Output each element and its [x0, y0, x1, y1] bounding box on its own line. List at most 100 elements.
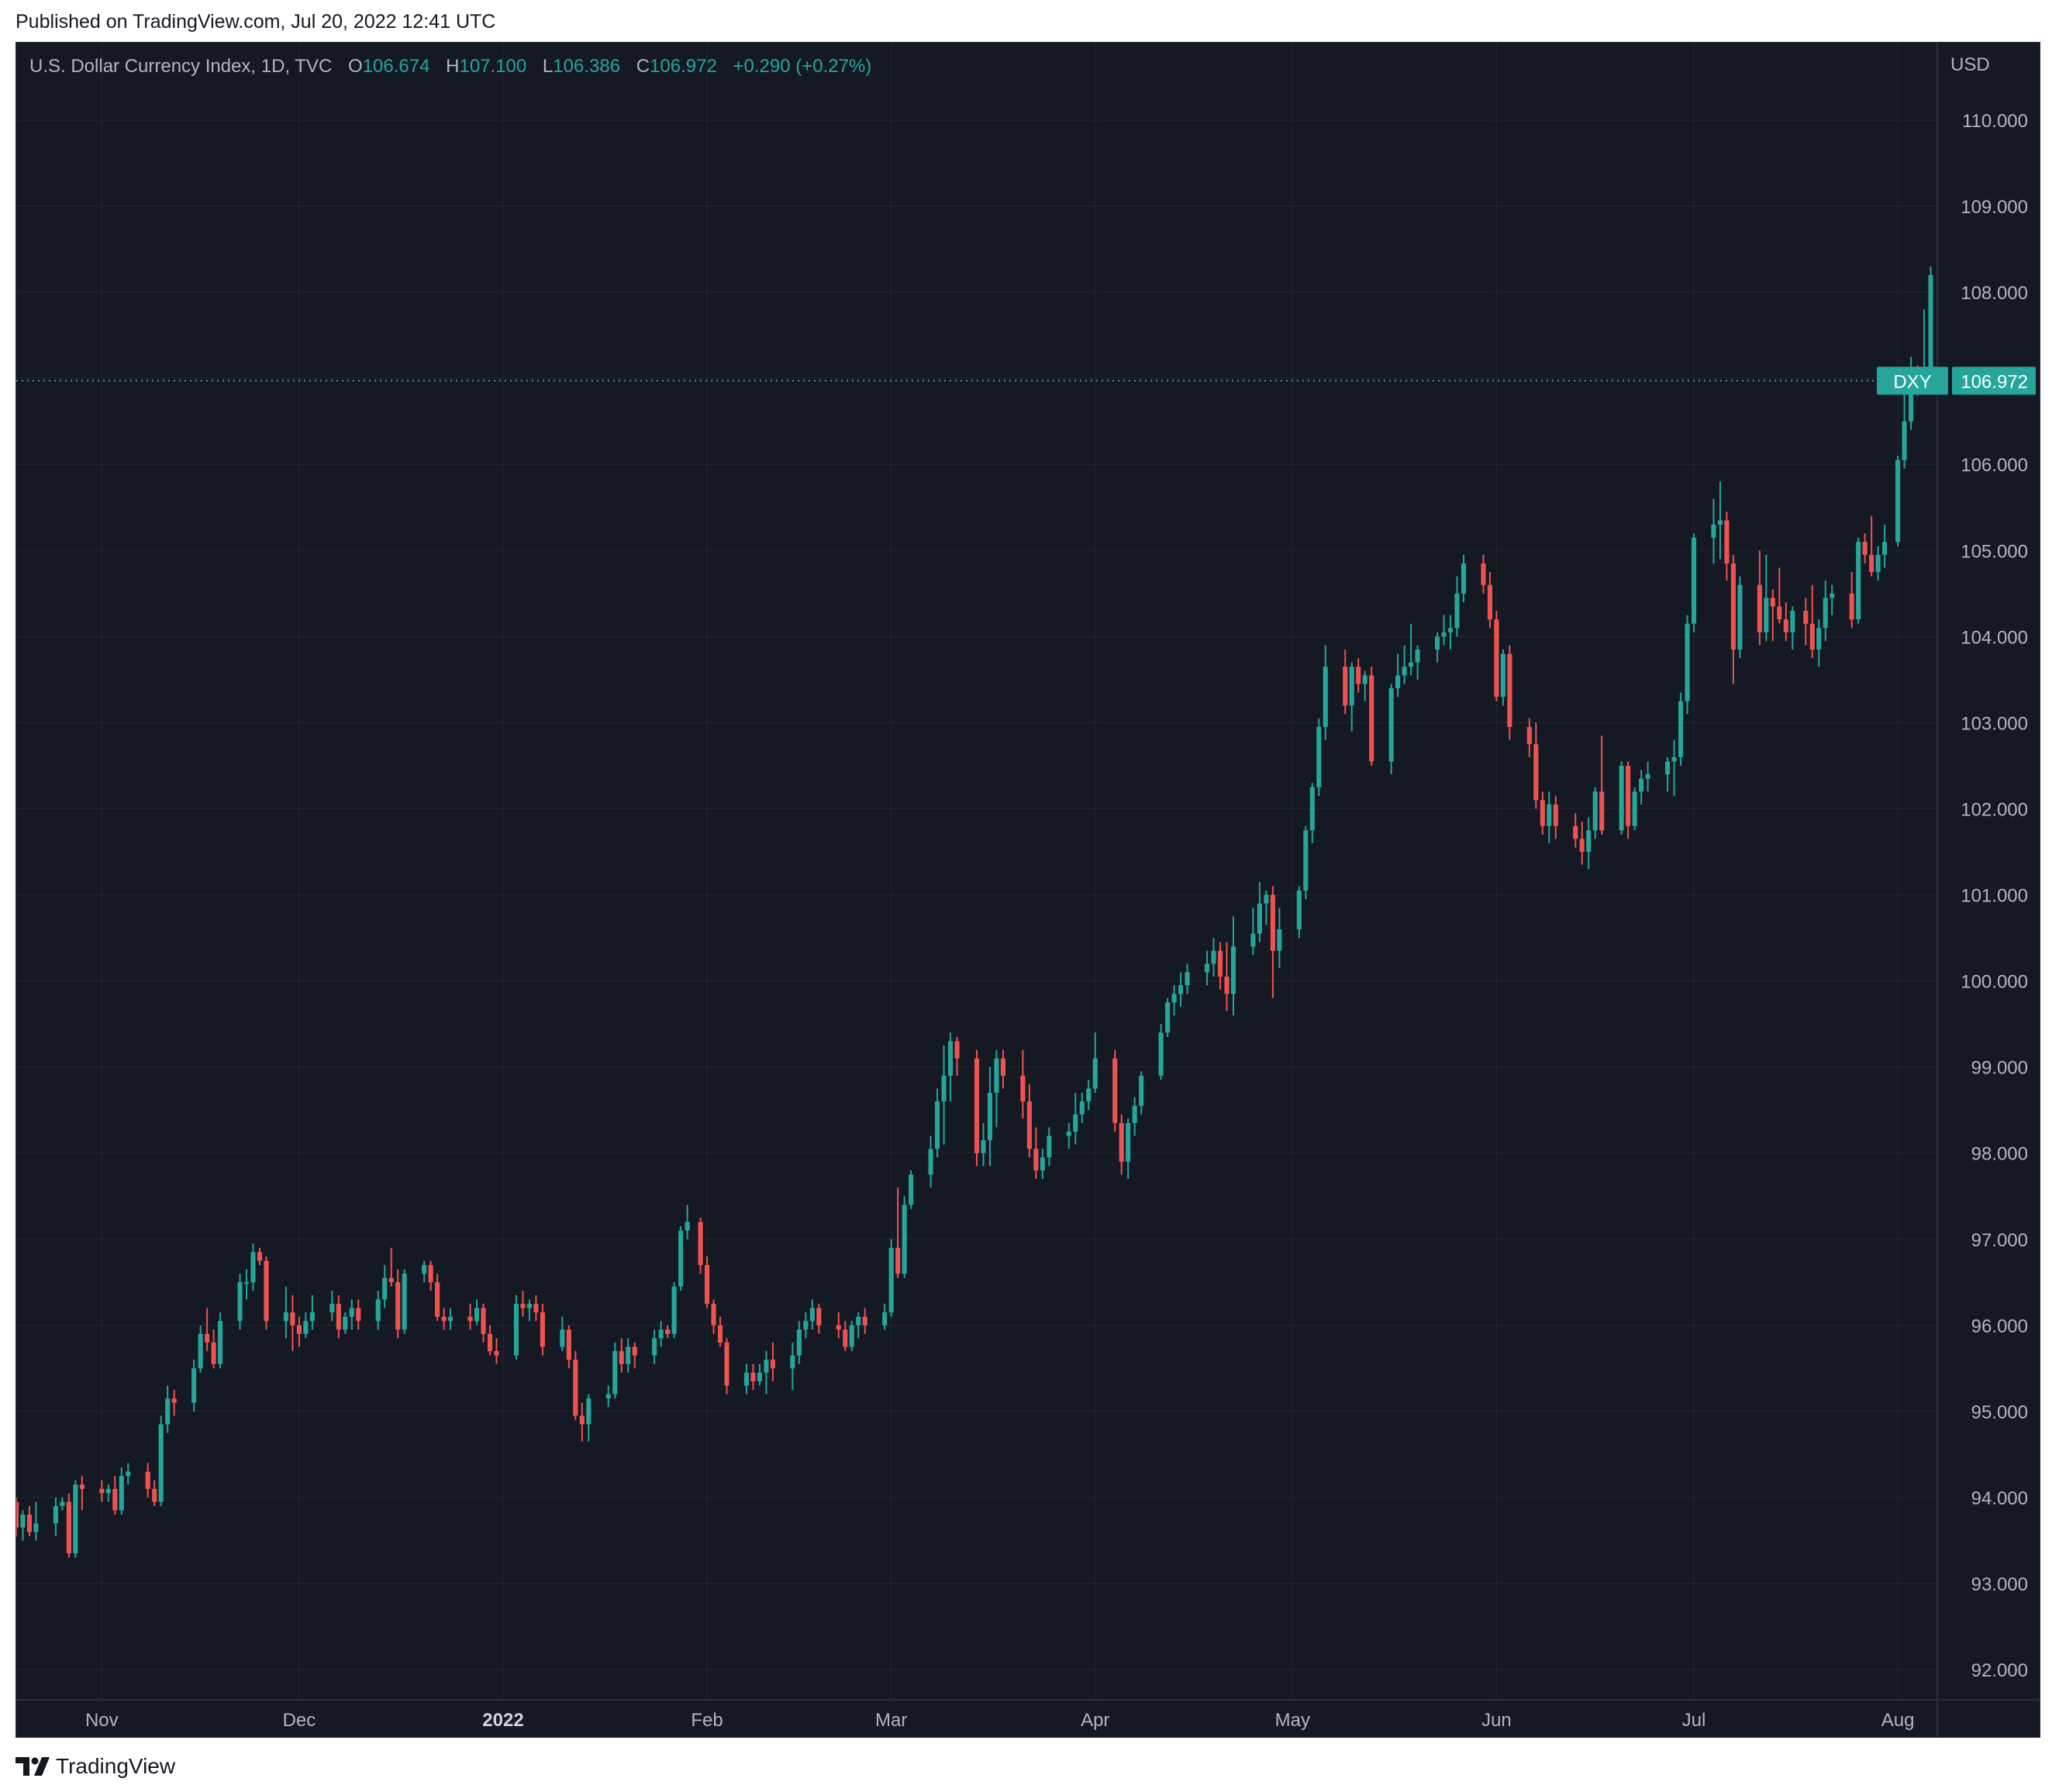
published-text: Published on TradingView.com, Jul 20, 20…: [16, 11, 496, 33]
candle-up: [1086, 1088, 1092, 1102]
candle-down: [171, 1398, 177, 1403]
candle-up: [1645, 774, 1650, 779]
candle-up: [1079, 1101, 1085, 1115]
legend-change: +0.290 (+0.27%): [733, 56, 872, 77]
candle-up: [1895, 460, 1901, 543]
candle-down: [717, 1325, 723, 1343]
candle-up: [1211, 950, 1216, 964]
candle-up: [1434, 636, 1440, 650]
candle-up: [126, 1471, 131, 1477]
candle-down: [1869, 554, 1874, 573]
candle-up: [375, 1299, 381, 1322]
candle-down: [296, 1325, 302, 1334]
candle-down: [1270, 894, 1275, 951]
candle-up: [1409, 662, 1414, 667]
candle-down: [1573, 825, 1578, 839]
candle-up: [947, 1041, 954, 1076]
candle-up: [1040, 1157, 1045, 1170]
candle-up: [382, 1277, 388, 1300]
candle-down: [632, 1346, 637, 1356]
candle-down: [336, 1304, 341, 1330]
candle-down: [1356, 667, 1361, 684]
candle-up: [1882, 542, 1888, 555]
candle-up: [105, 1488, 111, 1494]
candle-up: [1388, 688, 1394, 762]
candle-up: [1323, 667, 1328, 727]
candle-up: [1717, 520, 1723, 525]
candle-up: [402, 1273, 407, 1330]
candle-down: [665, 1329, 671, 1334]
candle-up: [1316, 726, 1322, 787]
candle-down: [540, 1312, 545, 1347]
candle-down: [1224, 977, 1230, 994]
candle-down: [205, 1333, 210, 1343]
x-tick-label: Mar: [875, 1710, 907, 1731]
candle-down: [257, 1252, 263, 1261]
x-tick-label: Nov: [85, 1710, 119, 1731]
candle-up: [250, 1252, 256, 1283]
y-tick-label: 100.000: [1961, 972, 2028, 993]
candle-up: [678, 1230, 684, 1287]
candle-up: [1547, 804, 1552, 826]
candle-up: [1639, 778, 1644, 792]
candle-up: [809, 1308, 815, 1322]
candle-down: [1033, 1149, 1039, 1170]
tradingview-logo-icon: [16, 1757, 50, 1776]
candle-up: [658, 1329, 664, 1339]
candle-up: [1158, 1032, 1164, 1076]
candle-up: [198, 1333, 203, 1369]
candle-up: [764, 1360, 769, 1373]
chart-legend: U.S. Dollar Currency Index, 1D, TVC O106…: [29, 56, 871, 78]
candles-group: [16, 266, 1933, 1558]
candle-down: [862, 1316, 867, 1325]
tradingview-brand[interactable]: TradingView: [16, 1753, 175, 1780]
candle-up: [191, 1368, 197, 1403]
candle-up: [1447, 628, 1454, 632]
candle-down: [836, 1325, 841, 1330]
x-tick-label: 2022: [482, 1710, 523, 1731]
candle-up: [1461, 563, 1467, 594]
candle-up: [1632, 791, 1637, 826]
candle-down: [395, 1282, 401, 1330]
chart-frame[interactable]: 92.000 93.000 94.000 95.000 96.000 97.000 98.0…: [16, 42, 2040, 1738]
candle-up: [856, 1316, 861, 1325]
candle-down: [974, 1058, 980, 1153]
candle-down: [1000, 1058, 1006, 1076]
y-tick-label: 96.000: [1971, 1316, 2028, 1337]
candle-up: [1711, 524, 1716, 538]
candle-up: [119, 1476, 124, 1511]
candle-up: [158, 1424, 164, 1502]
candle-down: [520, 1304, 526, 1308]
candle-up: [1441, 632, 1447, 637]
candle-up: [1178, 985, 1184, 994]
candle-up: [1790, 611, 1795, 632]
y-tick-label: 98.000: [1971, 1144, 2028, 1165]
legend-close: 106.972: [650, 56, 717, 77]
candle-up: [60, 1501, 65, 1507]
candle-up: [343, 1316, 348, 1330]
candle-down: [1369, 675, 1374, 762]
last-price-badge: DXY 106.972: [1877, 367, 2036, 395]
candle-up: [513, 1304, 519, 1356]
candle-up: [1619, 765, 1624, 831]
candle-up: [882, 1312, 888, 1325]
candle-up: [1454, 593, 1460, 629]
candle-up: [1671, 756, 1677, 762]
candle-down: [1540, 800, 1545, 826]
candle-up: [605, 1394, 611, 1399]
candlestick-chart[interactable]: 92.000 93.000 94.000 95.000 96.000 97.000 98.0…: [16, 43, 2040, 1737]
legend-open: 106.674: [362, 56, 430, 77]
candle-down: [428, 1265, 433, 1283]
candle-up: [652, 1338, 657, 1356]
candle-down: [895, 1247, 901, 1274]
x-tick-label: Jun: [1481, 1710, 1512, 1731]
candle-up: [612, 1351, 618, 1394]
candle-up: [1185, 972, 1190, 986]
y-tick-label: 101.000: [1961, 886, 2028, 907]
candle-down: [750, 1372, 756, 1382]
candle-down: [619, 1351, 624, 1364]
candle-up: [1230, 946, 1236, 994]
candle-down: [441, 1316, 447, 1322]
candle-down: [435, 1282, 440, 1317]
candle-down: [290, 1312, 295, 1325]
